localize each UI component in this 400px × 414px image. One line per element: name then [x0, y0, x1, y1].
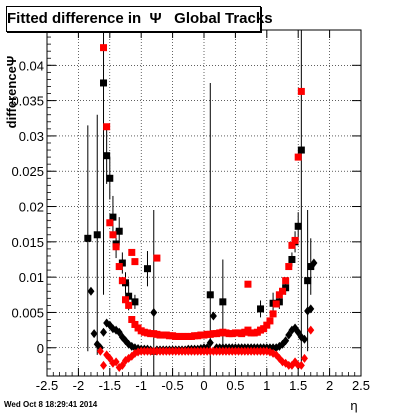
data-point-diamond [307, 325, 315, 335]
y-tick-label: 0.02 [19, 200, 44, 215]
data-point-diamond [90, 329, 98, 339]
y-tick-label: 0.035 [11, 94, 44, 109]
data-point-square [282, 284, 290, 292]
data-point-diamond [297, 360, 305, 370]
data-point-square [297, 87, 305, 95]
data-point-square [282, 277, 290, 285]
data-point-square [106, 174, 114, 182]
data-point-square [115, 227, 123, 235]
data-marks [84, 44, 318, 373]
data-point-square [131, 298, 139, 306]
chart-title: Fitted difference in Ψ Global Tracks [7, 10, 273, 27]
data-point-square [275, 291, 283, 299]
x-tick-label: -2 [73, 378, 85, 393]
data-point-square [93, 231, 101, 239]
data-point-square [294, 153, 302, 161]
data-point-diamond [300, 334, 308, 344]
data-point-diamond [87, 286, 95, 296]
data-point-square [297, 146, 305, 154]
y-axis: 0 0.005 0.01 0.015 0.02 0.025 0.03 0.035 0.04 [11, 29, 361, 377]
data-point-square [153, 254, 161, 262]
data-point-square [103, 123, 111, 131]
data-point-diamond [150, 307, 158, 317]
data-point-square [260, 325, 268, 333]
x-tick-label: 0.5 [226, 378, 244, 393]
data-point-square [294, 222, 302, 230]
y-tick-label: 0.03 [19, 129, 44, 144]
data-point-square [279, 287, 286, 295]
x-tick-label: -1.5 [99, 378, 121, 393]
x-tick-label: 1.5 [289, 378, 307, 393]
timestamp-footer: Wed Oct 8 18:29:41 2014 [4, 400, 98, 409]
data-point-diamond [300, 353, 308, 363]
data-point-square [143, 265, 151, 273]
data-point-square [288, 255, 296, 263]
data-point-square [128, 248, 136, 256]
data-point-square [244, 280, 252, 288]
y-tick-label: 0 [37, 341, 44, 356]
data-point-square [128, 316, 136, 324]
x-tick-label: 2.5 [352, 378, 370, 393]
x-tick-label: 2 [326, 378, 333, 393]
y-axis-label: differenceΨ [4, 56, 19, 129]
data-point-square [125, 292, 133, 300]
data-point-square [115, 263, 123, 271]
data-point-square [100, 44, 108, 52]
data-point-square [257, 305, 265, 313]
data-point-square [206, 291, 214, 299]
data-point-square [103, 152, 111, 160]
data-point-square [263, 321, 271, 329]
data-point-diamond [282, 336, 290, 346]
data-point-diamond [100, 327, 108, 337]
data-point-square [109, 213, 117, 221]
data-point-square [266, 317, 274, 325]
data-point-square [272, 300, 280, 308]
data-point-square [219, 298, 227, 306]
y-tick-label: 0.015 [11, 235, 44, 250]
x-axis-label: η [350, 398, 357, 413]
x-tick-label: -0.5 [161, 378, 183, 393]
data-point-diamond [209, 311, 217, 321]
data-point-square [304, 277, 312, 285]
data-point-diamond [112, 357, 120, 367]
data-point-diamond [100, 360, 108, 370]
data-point-square [100, 79, 108, 87]
y-tick-label: 0.04 [19, 58, 44, 73]
y-tick-label: 0.01 [19, 270, 44, 285]
data-point-square [118, 259, 126, 267]
data-point-square [307, 263, 315, 271]
y-tick-label: 0.025 [11, 164, 44, 179]
data-point-square [125, 301, 133, 309]
data-point-diamond [96, 346, 104, 356]
data-point-square [118, 277, 126, 285]
data-point-square [131, 258, 139, 266]
data-point-square [109, 231, 117, 239]
data-point-diamond [310, 258, 318, 268]
x-tick-label: -1 [135, 378, 147, 393]
x-axis: -2.5 -2 -1.5 -1 -0.5 0 0.5 1 1.5 2 2.5 [36, 30, 370, 393]
data-point-square [84, 234, 92, 242]
data-point-square [106, 219, 114, 227]
y-tick-label: 0.005 [11, 305, 44, 320]
data-point-diamond [307, 304, 315, 314]
data-point-square [269, 310, 277, 318]
data-point-square [285, 263, 293, 271]
data-point-square [131, 320, 139, 328]
x-tick-label: 0 [200, 378, 207, 393]
data-point-square [291, 236, 299, 244]
chart-title-box: Fitted difference in Ψ Global Tracks [6, 6, 273, 32]
data-point-square [122, 296, 129, 304]
data-point-diamond [206, 338, 214, 348]
data-point-square [288, 241, 296, 249]
x-tick-label: -2.5 [36, 378, 58, 393]
x-tick-label: 1 [263, 378, 270, 393]
data-point-square [112, 243, 120, 251]
